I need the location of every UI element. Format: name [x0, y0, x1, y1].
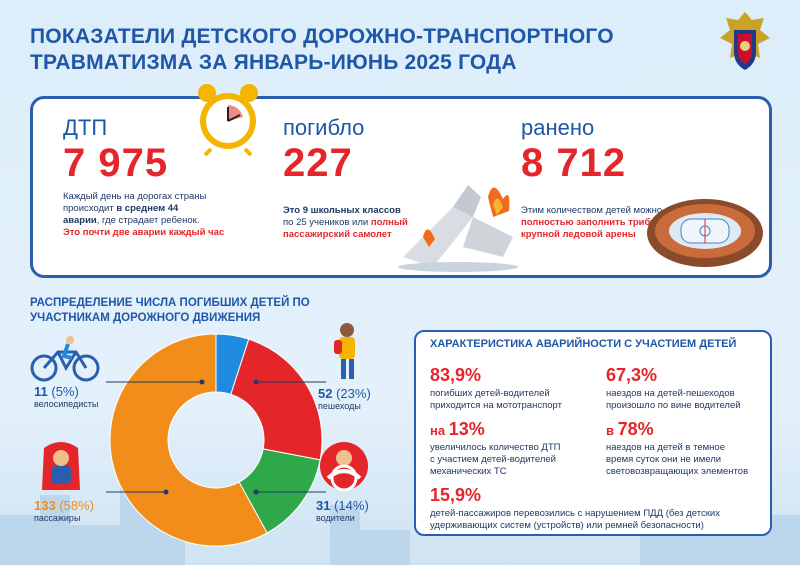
stat-injured: ранено 8 712 Этим количеством детей можн… [521, 115, 681, 241]
stat-injured-description: Этим количеством детей можно полностью з… [521, 205, 670, 240]
pedestrian-child-icon [334, 323, 355, 379]
category-cyclists: 11 (5%) велосипедисты [34, 384, 99, 409]
driver-icon [320, 442, 368, 492]
alarm-clock-icon [198, 84, 258, 157]
bicycle-icon [30, 336, 100, 382]
fact-dark-time-collisions: в 78% наездов на детей в темное время су… [606, 419, 749, 477]
stat-accidents: ДТП 7 975 Каждый день на дорогах страны … [63, 115, 243, 239]
fact-passenger-violations: 15,9% детей-пассажиров перевозились с на… [430, 485, 720, 531]
summary-card: ДТП 7 975 Каждый день на дорогах страны … [30, 84, 772, 278]
stat-killed-value: 227 [283, 141, 353, 185]
connector-dot-drivers [253, 489, 259, 495]
connector-dot-pedestrians [253, 379, 259, 385]
characteristics-card: ХАРАКТЕРИСТИКА АВАРИЙНОСТИ С УЧАСТИЕМ ДЕ… [414, 330, 772, 536]
fact-pedestrian-collisions: 67,3% наездов на детей-пешеходов произош… [606, 365, 741, 411]
stat-killed-description: Это 9 школьных классов по 25 учеников ил… [283, 205, 408, 240]
child-car-seat-icon [42, 442, 80, 490]
fact-moto-drivers: 83,9% погибших детей-водителей приходитс… [430, 365, 562, 411]
connector-dot-cyclists [199, 379, 205, 385]
donut-slice-pedestrians [230, 338, 323, 461]
stat-accidents-label: ДТП [63, 115, 108, 140]
page-title: ПОКАЗАТЕЛИ ДЕТСКОГО ДОРОЖНО-ТРАНСПОРТНОГ… [30, 25, 614, 74]
connector-dot-passengers [163, 489, 169, 495]
ice-arena-illustration [647, 199, 763, 267]
police-emblem-icon [720, 12, 770, 70]
donut-slice-passengers [109, 333, 268, 547]
category-drivers: 31 (14%) водители [316, 498, 369, 523]
stat-accidents-description: Каждый день на дорогах страны происходит… [63, 191, 225, 238]
fact-accident-increase: на 13% увеличилось количество ДТП с учас… [430, 419, 561, 477]
characteristics-title: ХАРАКТЕРИСТИКА АВАРИЙНОСТИ С УЧАСТИЕМ ДЕ… [430, 338, 737, 350]
distribution-title: РАСПРЕДЕЛЕНИЕ ЧИСЛА ПОГИБШИХ ДЕТЕЙ ПО УЧ… [30, 297, 310, 324]
crashed-plane-illustration [398, 185, 518, 272]
distribution-donut-chart [106, 333, 326, 547]
stat-killed: погибло 227 Это 9 школьных классов по 25… [283, 115, 443, 241]
stat-killed-label: погибло [283, 115, 365, 140]
stat-injured-label: ранено [521, 115, 595, 140]
stat-accidents-value: 7 975 [63, 141, 169, 185]
stat-injured-value: 8 712 [521, 141, 627, 185]
category-passengers: 133 (58%) пассажиры [34, 498, 95, 523]
category-pedestrians: 52 (23%) пешеходы [318, 386, 371, 411]
